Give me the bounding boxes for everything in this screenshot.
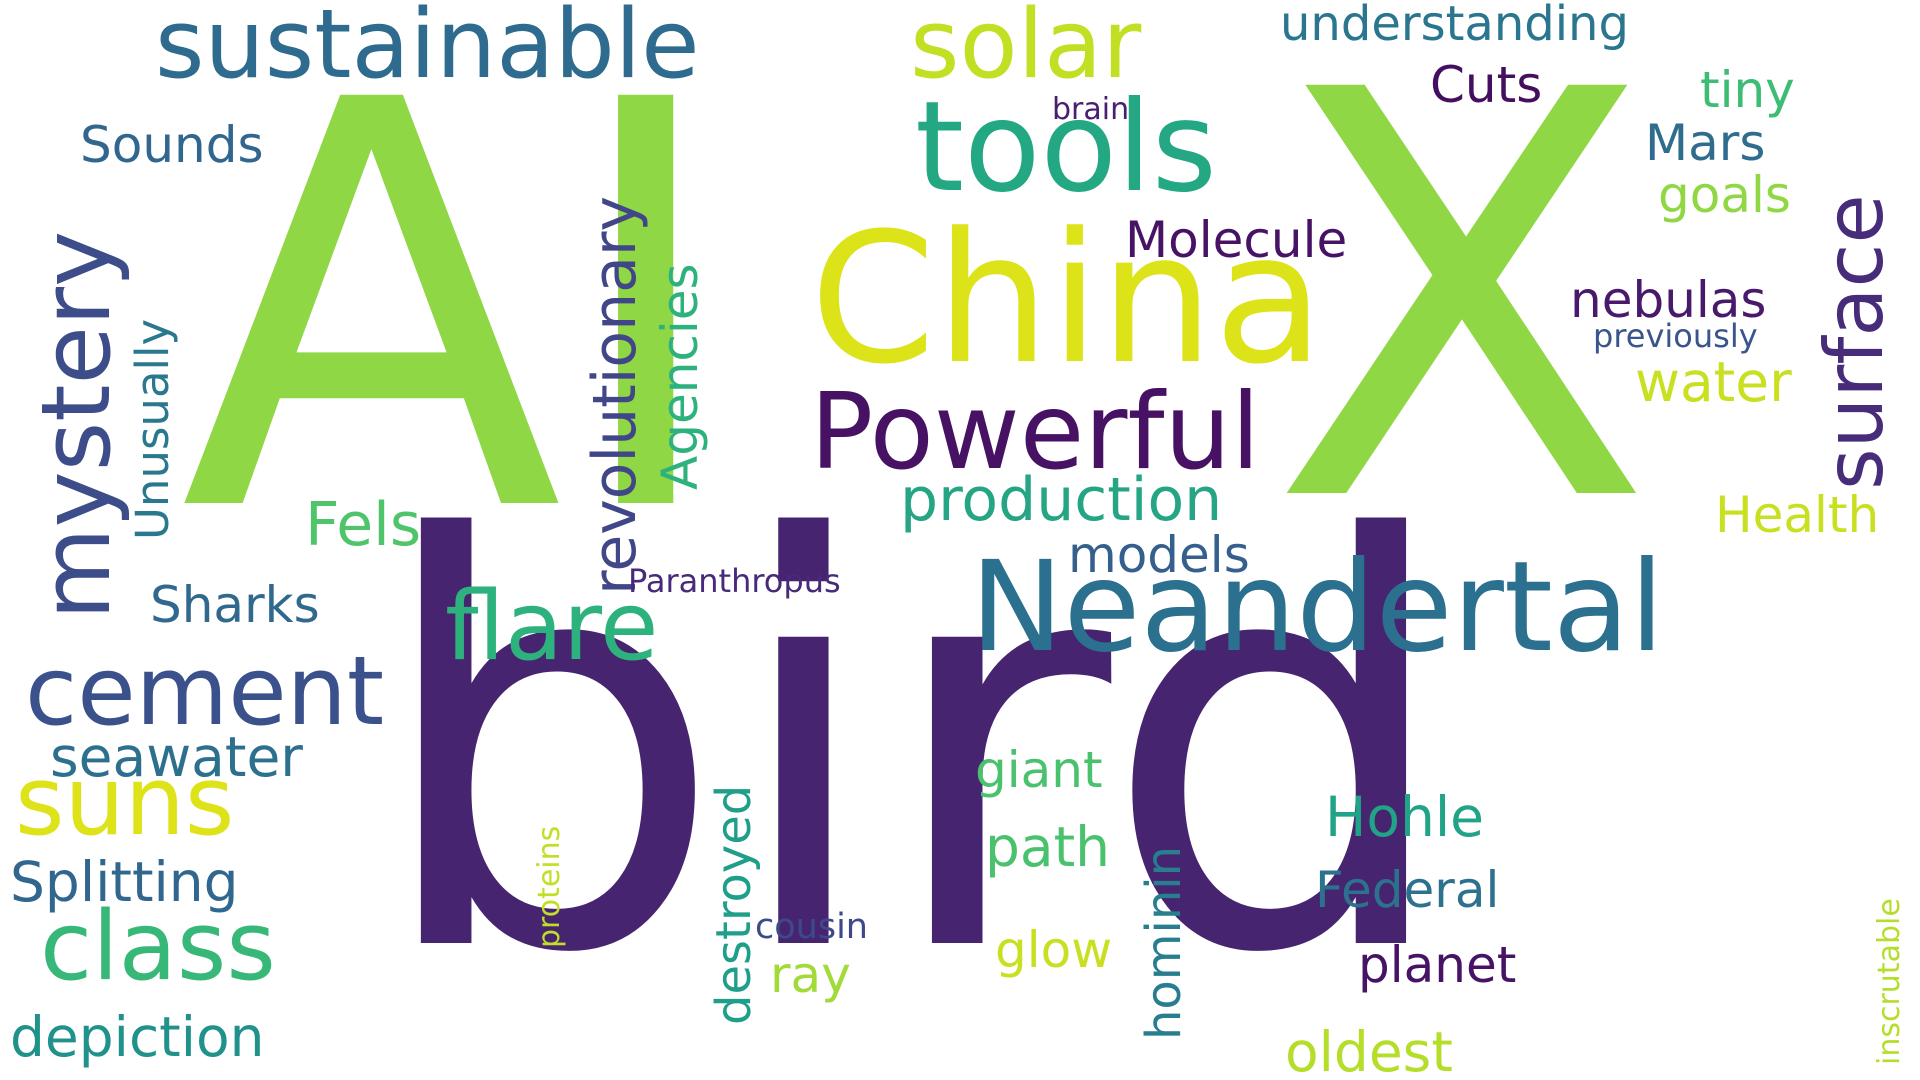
cloud-word: proteins [532,825,567,948]
cloud-word: water [1635,350,1792,414]
cloud-word: oldest [1285,1020,1453,1080]
cloud-word: Health [1715,486,1880,544]
cloud-word: previously [1593,317,1758,355]
cloud-word: understanding [1280,0,1629,52]
cloud-word: Molecule [1125,211,1348,269]
cloud-word: AI [180,0,729,636]
cloud-word: destroyed [706,784,762,1025]
cloud-word: planet [1358,936,1517,994]
cloud-word: Splitting [10,850,239,914]
cloud-word: Fels [305,490,422,560]
cloud-word: Powerful [810,371,1261,493]
cloud-word: Hohle [1325,785,1484,849]
cloud-word: Agencies [651,263,709,490]
cloud-word: revolutionary [580,195,650,595]
cloud-word: goals [1658,166,1791,224]
cloud-word: glow [995,921,1113,979]
cloud-word: sustainable [155,0,700,100]
cloud-word: Sharks [150,576,320,634]
cloud-word: flare [445,572,659,682]
cloud-word: ray [770,946,851,1004]
cloud-word: Mars [1645,114,1766,172]
cloud-word: Federal [1315,861,1500,919]
cloud-word: suns [15,747,235,857]
cloud-word: tiny [1700,61,1795,119]
cloud-word: nebulas [1570,271,1767,329]
cloud-word: Neandertal [970,535,1665,680]
cloud-word: Unusually [126,318,179,540]
cloud-word: bird [370,424,1457,1076]
cloud-word: Cuts [1430,56,1543,114]
cloud-word: giant [975,741,1103,799]
cloud-word: production [900,465,1223,535]
cloud-word: class [40,892,276,1002]
cloud-word: depiction [10,1005,265,1069]
cloud-word: Paranthropus [628,562,841,600]
cloud-word: hominin [1136,845,1192,1040]
cloud-word: X [1270,0,1654,626]
cloud-word: brain [1052,92,1130,127]
cloud-word: solar [910,0,1142,100]
cloud-word: models [1068,526,1250,584]
cloud-word: mystery [22,230,132,620]
cloud-word: cement [25,637,385,747]
cloud-word: cousin [755,907,868,947]
cloud-word: Sounds [80,116,264,174]
cloud-word: path [985,815,1111,879]
cloud-word: surface [1808,194,1901,490]
cloud-word: inscrutable [1872,898,1907,1065]
cloud-word: tools [915,75,1217,220]
cloud-word: seawater [50,725,303,789]
cloud-word: China [810,195,1325,404]
